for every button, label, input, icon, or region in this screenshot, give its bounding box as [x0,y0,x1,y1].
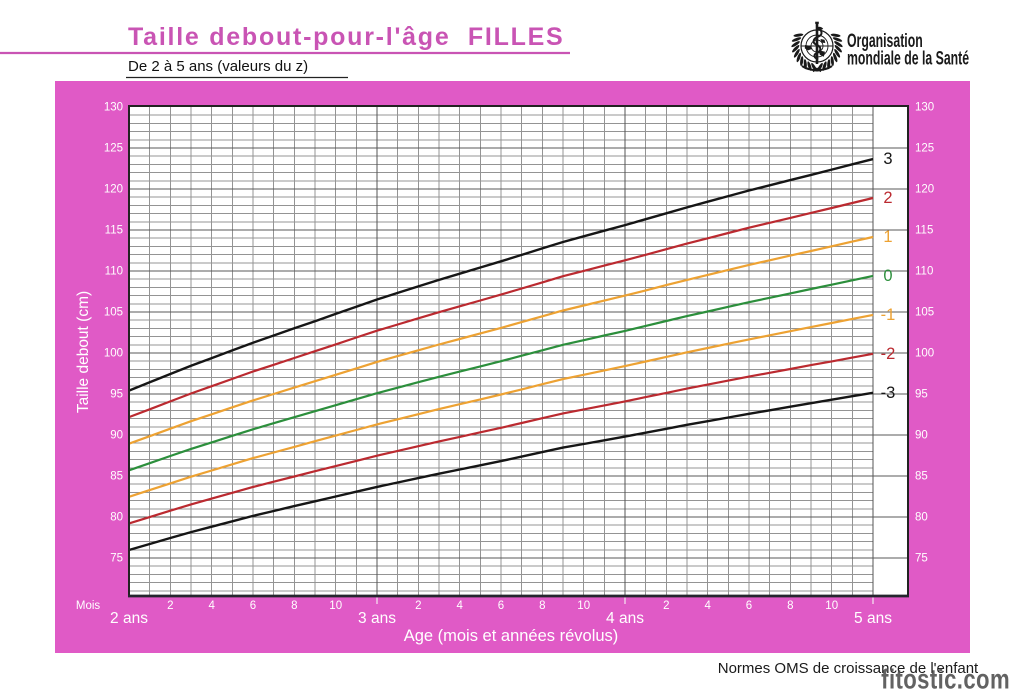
svg-text:2: 2 [883,189,892,207]
svg-text:mondiale de la Santé: mondiale de la Santé [847,48,969,70]
svg-text:3: 3 [883,150,892,168]
svg-text:6: 6 [746,600,752,612]
svg-text:De 2 à 5 ans (valeurs du z): De 2 à 5 ans (valeurs du z) [128,58,308,75]
svg-text:80: 80 [110,512,123,524]
svg-text:Mois: Mois [76,600,101,612]
svg-text:2: 2 [663,600,669,612]
svg-text:110: 110 [915,266,933,278]
svg-text:85: 85 [915,471,928,483]
svg-text:8: 8 [291,600,297,612]
svg-text:3 ans: 3 ans [358,610,396,627]
svg-text:Taille debout-pour-l'âge FILL: Taille debout-pour-l'âge FILLES [128,23,564,51]
svg-text:125: 125 [915,143,934,155]
svg-text:4: 4 [208,600,215,612]
svg-text:95: 95 [110,389,123,401]
svg-text:105: 105 [915,307,934,319]
svg-text:130: 130 [104,102,123,114]
svg-text:90: 90 [110,430,123,442]
svg-text:4 ans: 4 ans [606,610,644,627]
svg-text:100: 100 [915,348,934,360]
svg-text:105: 105 [104,307,123,319]
svg-text:6: 6 [250,600,256,612]
svg-text:Organisation: Organisation [847,30,923,52]
svg-text:8: 8 [539,600,545,612]
svg-text:120: 120 [915,184,934,196]
svg-text:Taille debout (cm): Taille debout (cm) [75,291,92,413]
svg-text:110: 110 [105,266,123,278]
svg-text:-3: -3 [881,384,896,402]
svg-text:90: 90 [915,430,928,442]
svg-text:10: 10 [577,600,590,612]
svg-text:fitostic.com: fitostic.com [881,664,1010,695]
svg-text:8: 8 [787,600,793,612]
svg-text:4: 4 [456,600,463,612]
svg-text:130: 130 [915,102,934,114]
svg-text:125: 125 [104,143,123,155]
svg-text:1: 1 [883,228,892,246]
svg-text:2 ans: 2 ans [110,610,148,627]
svg-text:2: 2 [167,600,173,612]
svg-text:95: 95 [915,389,928,401]
svg-text:120: 120 [104,184,123,196]
svg-text:6: 6 [498,600,504,612]
svg-text:5 ans: 5 ans [854,610,892,627]
svg-text:75: 75 [915,553,928,565]
svg-text:0: 0 [883,267,892,285]
svg-text:85: 85 [110,471,123,483]
svg-text:-1: -1 [881,306,896,324]
svg-text:2: 2 [415,600,421,612]
svg-text:115: 115 [915,225,933,237]
svg-text:10: 10 [825,600,838,612]
svg-text:Normes OMS de croissance de l': Normes OMS de croissance de l'enfant [718,660,979,677]
svg-text:75: 75 [110,553,123,565]
svg-text:10: 10 [329,600,342,612]
svg-text:80: 80 [915,512,928,524]
svg-text:4: 4 [704,600,711,612]
svg-text:Age (mois et années révolus): Age (mois et années révolus) [404,627,619,645]
svg-text:100: 100 [104,348,123,360]
svg-text:115: 115 [105,225,123,237]
svg-text:-2: -2 [881,345,896,363]
